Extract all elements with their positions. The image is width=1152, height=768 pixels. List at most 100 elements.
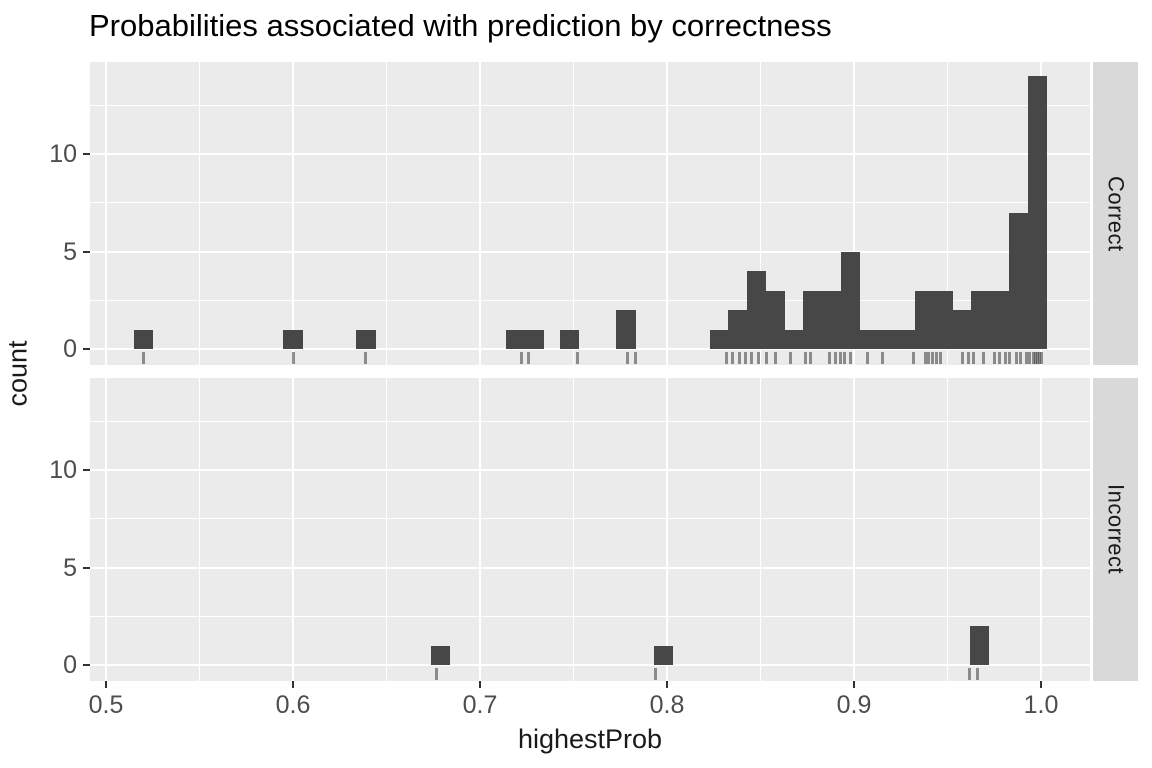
histogram-bar (877, 329, 898, 349)
rug-mark (839, 352, 843, 364)
rug-mark (725, 352, 729, 364)
rug-mark (1035, 352, 1039, 364)
rug-mark (1024, 352, 1028, 364)
rug-mark (575, 352, 579, 364)
rug-mark (744, 352, 748, 364)
minor-gridline-x (947, 62, 948, 365)
y-axis-tick-label: 10 (49, 140, 77, 168)
histogram-bar (859, 329, 879, 349)
x-axis-tick-label: 0.9 (836, 691, 872, 719)
x-axis-tick-label: 1.0 (1023, 691, 1059, 719)
minor-gridline-y (90, 615, 1090, 617)
y-axis-tick-mark (83, 566, 90, 569)
rug-mark (931, 352, 935, 364)
histogram-bar (803, 290, 823, 349)
minor-gridline-y (90, 299, 1090, 301)
histogram-bar (616, 310, 636, 349)
rug-mark (435, 668, 439, 680)
rug-mark (654, 668, 658, 680)
rug-mark (927, 352, 931, 364)
histogram-bar (524, 329, 544, 349)
rug-mark (809, 352, 813, 364)
major-gridline-y (90, 664, 1090, 666)
histogram-bar (283, 329, 303, 349)
major-gridline-x (105, 378, 107, 681)
rug-mark (1039, 352, 1043, 364)
rug-mark (975, 668, 979, 680)
rug-mark (865, 352, 869, 364)
plot-title: Probabilities associated with prediction… (89, 8, 832, 43)
rug-mark (764, 352, 768, 364)
facet-panel-incorrect (90, 378, 1090, 681)
rug-mark (749, 352, 753, 364)
rug-mark (848, 352, 852, 364)
y-axis-tick-mark (83, 469, 90, 471)
major-gridline-y (90, 153, 1090, 155)
histogram-bar (971, 290, 991, 349)
rug-mark (738, 352, 742, 364)
facet-strip-correct: Correct (1093, 62, 1138, 365)
rug-mark (1028, 352, 1032, 364)
rug-mark (992, 352, 996, 364)
minor-gridline-y (90, 420, 1090, 422)
major-gridline-x (666, 62, 668, 365)
major-gridline-x (666, 378, 668, 681)
y-axis-tick-mark (83, 664, 90, 666)
y-axis-title: count (2, 340, 33, 407)
y-axis-tick-label: 5 (63, 553, 77, 582)
facet-strip-label: Incorrect (1103, 484, 1129, 575)
histogram-bar (969, 626, 989, 665)
major-gridline-x (853, 62, 855, 365)
y-axis-tick-mark (83, 153, 90, 155)
minor-gridline-y (90, 104, 1090, 106)
rug-mark (1003, 352, 1007, 364)
y-axis-tick-label: 0 (63, 335, 77, 363)
rug-mark (1033, 352, 1037, 364)
rug-mark (966, 352, 970, 364)
rug-mark (972, 352, 976, 364)
rug-mark (1018, 352, 1022, 364)
major-gridline-x (292, 378, 294, 681)
major-gridline-x (292, 62, 294, 365)
rug-mark (730, 352, 734, 364)
major-gridline-y (90, 348, 1090, 350)
rug-mark (1015, 352, 1019, 364)
histogram-bar (356, 329, 376, 349)
major-gridline-y (90, 566, 1090, 569)
histogram-bar (1027, 76, 1047, 349)
histogram-bar (765, 290, 786, 349)
histogram-bar (747, 271, 767, 349)
minor-gridline-x (573, 378, 574, 681)
x-axis-tick-mark (479, 681, 481, 688)
rug-mark (912, 352, 916, 364)
histogram-bar (1008, 212, 1029, 349)
histogram-bar (990, 290, 1010, 349)
major-gridline-x (1040, 378, 1042, 681)
x-axis-tick-label: 0.5 (88, 691, 124, 719)
rug-mark (1032, 352, 1036, 364)
x-axis-tick-label: 0.6 (275, 691, 311, 719)
rug-mark (773, 352, 777, 364)
histogram-bar (505, 329, 526, 349)
minor-gridline-x (199, 62, 200, 365)
minor-gridline-x (386, 378, 387, 681)
minor-gridline-x (573, 62, 574, 365)
rug-mark (960, 352, 964, 364)
rug-mark (968, 668, 972, 680)
histogram-bar (560, 329, 580, 349)
major-gridline-x (105, 62, 107, 365)
rug-mark (938, 352, 942, 364)
histogram-bar (728, 310, 748, 349)
rug-mark (981, 352, 985, 364)
rug-mark (141, 352, 145, 364)
minor-gridline-x (386, 62, 387, 365)
histogram-bar (952, 310, 973, 349)
rug-mark (364, 352, 368, 364)
histogram-bar (840, 251, 860, 349)
rug-mark (788, 352, 792, 364)
minor-gridline-x (199, 378, 200, 681)
x-axis-tick-label: 0.8 (649, 691, 685, 719)
rug-mark (757, 352, 761, 364)
rug-mark (1037, 352, 1041, 364)
histogram-bar (896, 329, 917, 349)
